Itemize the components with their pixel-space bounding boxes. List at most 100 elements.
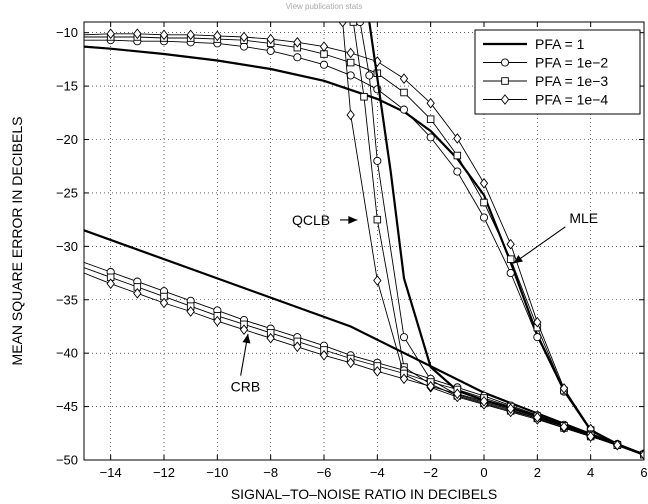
data-point-diamond	[186, 29, 195, 41]
x-tick-label: 4	[587, 465, 594, 480]
legend-label: PFA = 1	[535, 36, 585, 52]
data-point-diamond	[106, 278, 115, 290]
legend-item: PFA = 1e−3	[483, 73, 608, 89]
legend-marker-diamond	[500, 94, 510, 105]
x-tick-label: −8	[263, 465, 278, 480]
y-tick-label: −40	[56, 346, 78, 361]
legend-label: PFA = 1e−4	[535, 92, 608, 108]
legend: PFA = 1 PFA = 1e−2 PFA = 1e−3 PFA = 1e−4	[474, 29, 641, 115]
data-point-circle	[346, 71, 355, 80]
data-point-diamond	[133, 28, 142, 40]
data-point-diamond	[319, 41, 329, 52]
y-tick-label: −35	[56, 292, 78, 307]
series-line	[84, 39, 644, 456]
data-point-square	[373, 215, 382, 224]
data-point-circle	[293, 53, 302, 62]
data-point-circle	[453, 167, 462, 176]
data-point-diamond	[373, 366, 382, 377]
mle-arrow	[513, 226, 566, 264]
y-axis-label: MEAN SQUARE ERROR IN DECIBELS	[9, 117, 25, 366]
data-point-diamond	[613, 439, 622, 451]
data-point-square	[360, 93, 368, 101]
series-layer	[84, 22, 644, 460]
y-tick-label: −50	[56, 453, 78, 468]
x-tick-label: −6	[317, 465, 332, 480]
data-point-circle	[399, 105, 409, 114]
legend-item: PFA = 1e−2	[483, 55, 608, 71]
mle-label: MLE	[569, 210, 598, 226]
data-point-diamond	[506, 403, 515, 415]
qclb-label: QCLB	[292, 212, 330, 228]
legend-item: PFA = 1	[483, 36, 585, 52]
data-point-diamond	[293, 341, 302, 353]
data-point-diamond	[266, 33, 275, 45]
data-point-diamond	[533, 411, 542, 423]
data-point-diamond	[213, 30, 222, 42]
data-point-diamond	[373, 275, 382, 286]
x-tick-label: 6	[640, 465, 647, 480]
series-crb-pfa-1e-4	[84, 272, 644, 460]
x-tick-label: −10	[206, 465, 228, 480]
data-point-circle	[399, 333, 409, 342]
x-tick-label: −2	[423, 465, 438, 480]
axis-ticks: −14 −12 −10 −8 −6 −4 −2 0 2 4 6−50−45−40−35−30−25−…	[56, 22, 648, 480]
y-tick-label: −25	[56, 185, 78, 200]
data-point-diamond	[453, 133, 462, 144]
x-tick-label: 0	[480, 465, 487, 480]
data-point-square	[400, 88, 408, 97]
data-point-diamond	[239, 324, 249, 335]
data-point-diamond	[346, 357, 355, 369]
x-tick-label: −4	[370, 465, 385, 480]
data-point-square	[346, 58, 355, 67]
data-point-diamond	[426, 97, 435, 109]
data-point-diamond	[426, 380, 435, 392]
data-point-diamond	[399, 373, 409, 385]
y-tick-label: −20	[56, 132, 78, 147]
data-point-diamond	[106, 28, 115, 40]
data-point-diamond	[346, 47, 355, 59]
y-tick-label: −45	[56, 399, 78, 414]
data-point-diamond	[293, 36, 302, 48]
data-point-circle	[365, 71, 374, 80]
crb-arrow	[240, 333, 251, 376]
data-point-diamond	[453, 388, 462, 400]
data-point-diamond	[506, 238, 515, 250]
plot-frame	[83, 21, 645, 461]
y-tick-label: −15	[56, 79, 78, 94]
series-mle-pfa-1e-2	[84, 36, 644, 459]
qclb-arrow	[340, 215, 358, 224]
x-tick-label: 2	[534, 465, 541, 480]
data-point-circle	[266, 46, 275, 55]
legend-label: PFA = 1e−2	[535, 55, 608, 71]
data-point-diamond	[346, 109, 355, 121]
y-tick-label: −10	[56, 25, 78, 40]
data-point-diamond	[639, 449, 644, 460]
legend-marker-circle	[500, 58, 510, 67]
data-point-diamond	[213, 315, 222, 327]
x-axis-label: SIGNAL–TO–NOISE RATIO IN DECIBELS	[231, 486, 497, 502]
legend-item: PFA = 1e−4	[483, 92, 608, 108]
series-crb-pfa-1	[84, 229, 644, 456]
y-tick-label: −30	[56, 239, 78, 254]
data-point-diamond	[186, 306, 195, 317]
data-point-diamond	[559, 421, 569, 433]
data-point-diamond	[239, 31, 249, 43]
data-point-circle	[355, 22, 365, 27]
data-point-diamond	[586, 431, 595, 442]
data-point-square	[426, 115, 435, 123]
data-point-diamond	[266, 332, 275, 344]
crb-label: CRB	[231, 379, 261, 395]
data-point-diamond	[559, 383, 569, 394]
data-point-circle	[373, 156, 382, 165]
annotations-layer: QCLB MLE CRB	[231, 210, 598, 395]
series-line	[84, 267, 644, 456]
data-point-diamond	[479, 395, 489, 407]
data-point-square	[480, 198, 488, 207]
legend-label: PFA = 1e−3	[535, 73, 608, 89]
x-tick-label: −14	[100, 465, 122, 480]
data-point-diamond	[319, 349, 329, 361]
x-tick-label: −12	[153, 465, 175, 480]
series-line	[84, 33, 644, 456]
data-point-diamond	[159, 29, 169, 41]
